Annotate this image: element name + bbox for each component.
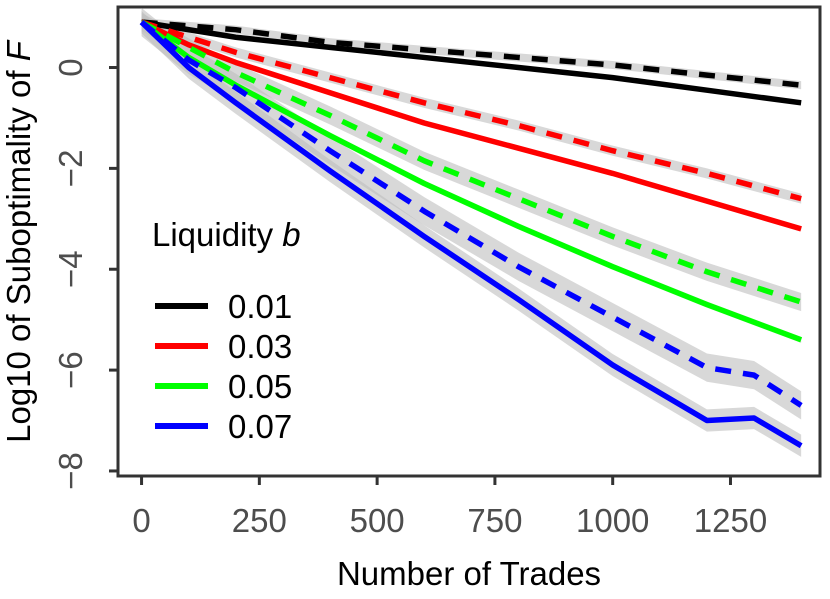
x-tick-label: 1000	[576, 502, 649, 539]
x-tick-label: 250	[232, 502, 287, 539]
y-tick-label: −4	[52, 250, 89, 288]
series-lines	[139, 19, 803, 449]
x-tick-label: 500	[350, 502, 405, 539]
legend-title-text: Liquidity	[152, 216, 282, 253]
band-0-07-solid	[141, 11, 802, 457]
y-axis-title: Log10 of Suboptimality of F	[0, 39, 37, 443]
x-tick-label: 750	[467, 502, 522, 539]
band-0-05-dashed	[141, 13, 802, 312]
band-0-07-dashed	[141, 8, 802, 420]
series-line-0-05-dashed	[140, 19, 802, 305]
legend-title-variable: b	[282, 216, 300, 253]
y-tick-label: −2	[52, 150, 89, 188]
x-tick-label: 1250	[694, 502, 767, 539]
y-tick-label: 0	[52, 58, 89, 76]
x-axis-title: Number of Trades	[337, 555, 601, 592]
band-0-01-dashed	[141, 18, 802, 90]
series-line-0-05-solid	[139, 19, 803, 343]
legend-label-0-05: 0.05	[228, 368, 292, 405]
y-axis-title-text: Log10 of Suboptimality of	[0, 61, 37, 443]
legend-label-0-03: 0.03	[228, 328, 292, 365]
legend-title: Liquidity b	[152, 216, 301, 253]
y-tick-label: −6	[52, 351, 89, 389]
x-tick-label: 0	[132, 502, 150, 539]
legend-label-0-01: 0.01	[228, 288, 292, 325]
series-line-0-07-solid	[139, 20, 803, 449]
y-tick-label: −8	[52, 452, 89, 490]
legend-label-0-07: 0.07	[228, 408, 292, 445]
axes: 0 250 500 750 1000 1250 0 −2 −4 −6 −8	[52, 58, 767, 539]
series-line-0-01-solid	[141, 19, 802, 106]
series-line-0-03-dashed	[140, 19, 802, 202]
series-line-0-03-solid	[140, 19, 802, 232]
series-line-0-07-dashed	[139, 19, 803, 408]
y-axis-title-variable: F	[0, 39, 37, 61]
legend-items: 0.010.030.050.07	[155, 288, 292, 445]
legend: Liquidity b 0.010.030.050.07	[152, 216, 301, 445]
